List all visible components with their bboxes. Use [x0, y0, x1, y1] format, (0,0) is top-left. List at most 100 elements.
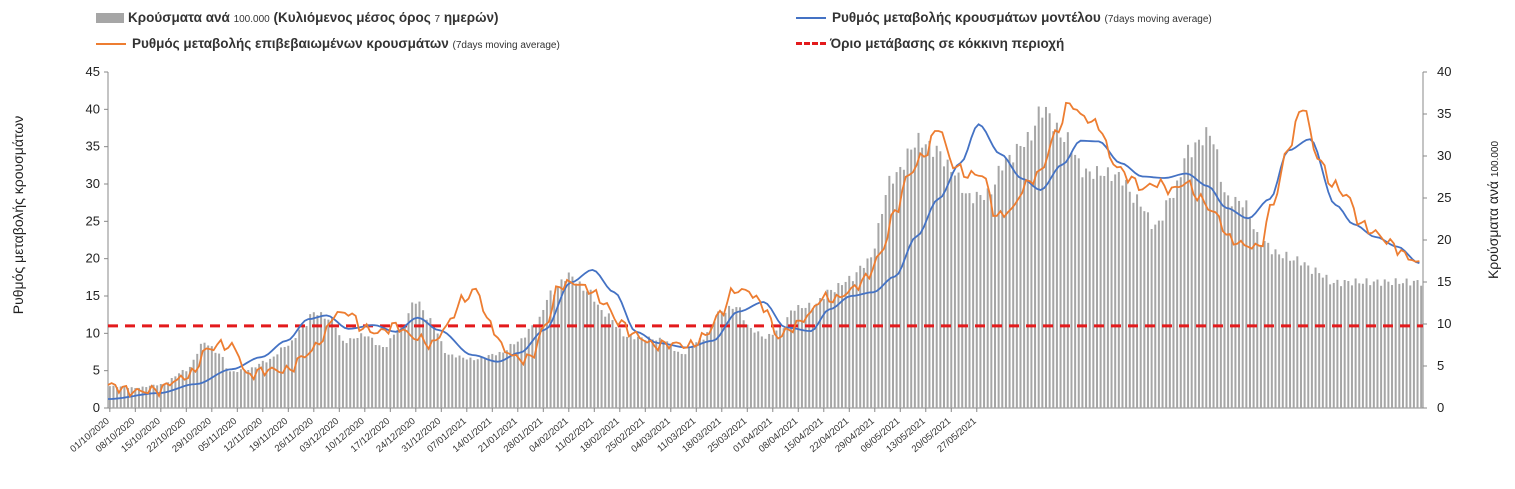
y-left-tick-label: 25 — [86, 213, 100, 228]
case-bar — [677, 351, 680, 408]
case-bar — [749, 327, 752, 408]
case-bar — [229, 371, 232, 408]
case-bar — [1176, 180, 1179, 408]
case-bar — [1172, 197, 1175, 408]
case-bar — [746, 324, 749, 408]
case-bar — [425, 319, 428, 408]
legend-model-swatch — [796, 16, 826, 19]
case-bar — [1361, 283, 1364, 408]
case-bar — [159, 383, 162, 408]
case-bar — [374, 345, 377, 408]
case-bar — [108, 386, 111, 408]
case-bar — [327, 319, 330, 408]
case-bar — [881, 213, 884, 408]
case-bar — [1281, 258, 1284, 408]
case-bar — [243, 369, 246, 408]
case-bar — [884, 195, 887, 408]
case-bar — [196, 353, 199, 408]
case-bar — [1208, 135, 1211, 408]
case-bar — [218, 353, 221, 408]
case-bar — [1292, 260, 1295, 408]
case-bar — [815, 303, 818, 408]
case-bar — [167, 382, 170, 408]
case-bar — [451, 354, 454, 408]
case-bar — [822, 299, 825, 408]
case-bar — [629, 335, 632, 408]
case-bar — [1146, 212, 1149, 408]
case-bar — [1143, 211, 1146, 408]
legend-confirmed-swatch — [96, 42, 126, 45]
case-bar — [684, 354, 687, 408]
case-bar — [1332, 282, 1335, 408]
case-bar — [691, 345, 694, 408]
case-bar — [837, 283, 840, 408]
case-bar — [290, 340, 293, 408]
case-bar — [1128, 191, 1131, 408]
case-bar — [447, 354, 450, 408]
case-bar — [1132, 202, 1135, 408]
case-bar — [221, 356, 224, 408]
case-bar — [1212, 144, 1215, 408]
case-bar — [1154, 224, 1157, 408]
y-left-tick-label: 30 — [86, 176, 100, 191]
case-bar — [775, 330, 778, 408]
case-bar — [283, 346, 286, 408]
case-bar — [130, 387, 133, 408]
case-bar — [1194, 142, 1197, 408]
case-bar — [214, 352, 217, 408]
case-bar — [549, 290, 552, 408]
case-bar — [1139, 206, 1142, 408]
case-bar — [800, 308, 803, 408]
case-bar — [913, 147, 916, 408]
case-bar — [1230, 206, 1233, 408]
case-bar — [819, 297, 822, 408]
case-bar — [454, 357, 457, 408]
case-bar — [1223, 192, 1226, 408]
case-bar — [1074, 154, 1077, 408]
case-bar — [950, 172, 953, 408]
case-bar — [1187, 144, 1190, 408]
case-bar — [341, 340, 344, 408]
case-bar — [651, 339, 654, 408]
y-right-tick-label: 30 — [1437, 148, 1451, 163]
case-bar — [137, 387, 140, 408]
y-right-tick-label: 10 — [1437, 316, 1451, 331]
case-bar — [560, 279, 563, 408]
y-axis-right-label: Κρούσματα ανά 100.000 — [1485, 140, 1501, 280]
case-bar — [921, 147, 924, 408]
case-bar — [640, 337, 643, 408]
case-bar — [811, 307, 814, 408]
case-bar — [178, 373, 181, 408]
case-bar — [738, 307, 742, 408]
case-bar — [531, 325, 534, 408]
case-bar — [578, 281, 581, 408]
case-bar — [152, 384, 155, 408]
case-bar — [786, 317, 789, 408]
case-bar — [429, 318, 432, 408]
case-bar — [1285, 251, 1288, 408]
case-bar — [1329, 284, 1332, 408]
case-bar — [389, 338, 392, 408]
case-bar — [567, 272, 570, 408]
case-bar — [509, 343, 512, 408]
case-bar — [979, 195, 982, 408]
case-bar — [1059, 137, 1062, 408]
case-bar — [1391, 285, 1394, 408]
case-bar — [1110, 181, 1113, 408]
case-bar — [1034, 125, 1037, 408]
case-bar — [1303, 262, 1306, 408]
case-bar — [1205, 127, 1208, 408]
case-bar — [422, 310, 425, 408]
case-bar — [433, 325, 436, 408]
case-bar — [331, 317, 334, 408]
case-bar — [1238, 200, 1241, 408]
case-bar — [840, 285, 843, 408]
case-bar — [116, 387, 119, 408]
case-bar — [498, 351, 501, 408]
case-bar — [586, 291, 589, 408]
case-bar — [520, 338, 523, 408]
case-bar — [363, 336, 366, 408]
case-bar — [1004, 157, 1007, 408]
case-bar — [1015, 143, 1018, 408]
